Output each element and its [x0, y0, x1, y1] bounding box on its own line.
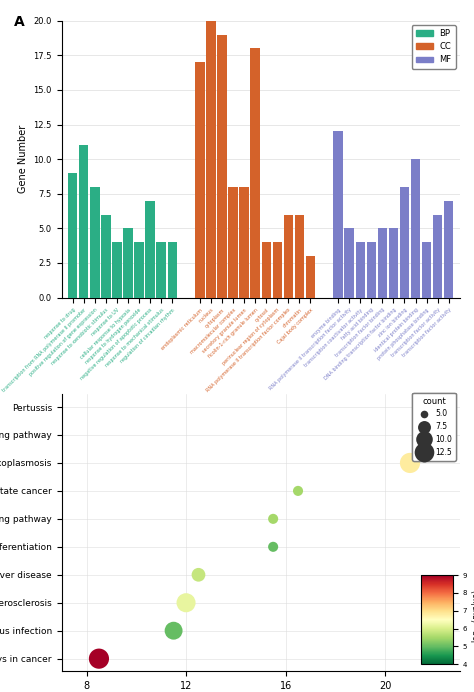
Bar	[273, 242, 282, 298]
Point	[269, 541, 277, 552]
Point	[170, 625, 177, 636]
Text: Molecular function: Molecular function	[351, 415, 436, 424]
Bar	[217, 35, 227, 298]
Bar	[262, 242, 271, 298]
Bar	[356, 242, 365, 298]
Bar	[250, 48, 260, 298]
Bar	[433, 215, 442, 298]
Legend: 5.0, 7.5, 10.0, 12.5: 5.0, 7.5, 10.0, 12.5	[412, 393, 456, 461]
Bar	[146, 201, 155, 298]
Text: Cellular component: Cellular component	[211, 415, 300, 424]
Bar	[90, 187, 100, 298]
Bar	[444, 201, 454, 298]
Bar	[206, 21, 216, 298]
Bar	[378, 228, 387, 298]
Bar	[345, 228, 354, 298]
Text: A: A	[14, 15, 25, 29]
Bar	[422, 242, 431, 298]
Point	[294, 485, 302, 496]
Bar	[195, 62, 205, 298]
Bar	[411, 159, 420, 298]
Y-axis label: $- \log_{10}(pvalue)$: $- \log_{10}(pvalue)$	[470, 590, 474, 649]
Bar	[79, 145, 89, 298]
Bar	[295, 215, 304, 298]
Point	[406, 457, 414, 468]
Point	[182, 597, 190, 608]
Legend: BP, CC, MF: BP, CC, MF	[412, 25, 456, 69]
Bar	[101, 215, 110, 298]
Y-axis label: Gene Number: Gene Number	[18, 125, 28, 193]
Point	[419, 430, 426, 441]
Bar	[167, 242, 177, 298]
Bar	[123, 228, 133, 298]
Bar	[134, 242, 144, 298]
Bar	[389, 228, 398, 298]
Point	[195, 570, 202, 581]
Point	[95, 653, 103, 664]
Point	[269, 513, 277, 525]
Bar	[366, 242, 376, 298]
Bar	[306, 256, 315, 298]
Bar	[68, 173, 77, 298]
Text: Biological process: Biological process	[82, 415, 163, 424]
Bar	[228, 187, 238, 298]
Bar	[400, 187, 409, 298]
Bar	[112, 242, 122, 298]
Bar	[239, 187, 249, 298]
Bar	[156, 242, 166, 298]
Bar	[333, 131, 343, 298]
Point	[431, 401, 438, 412]
Bar	[283, 215, 293, 298]
